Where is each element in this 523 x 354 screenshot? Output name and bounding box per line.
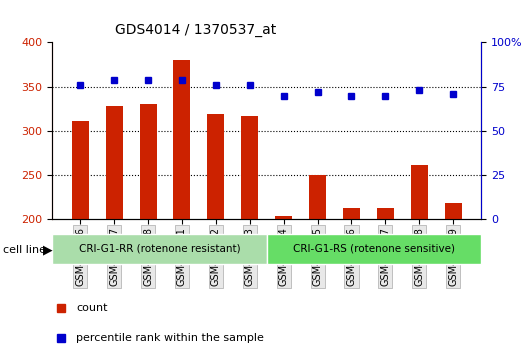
Bar — [106, 106, 123, 219]
Text: count: count — [76, 303, 107, 313]
Bar — [140, 104, 156, 219]
Text: CRI-G1-RR (rotenone resistant): CRI-G1-RR (rotenone resistant) — [78, 244, 241, 254]
Bar — [267, 234, 481, 264]
Text: ▶: ▶ — [43, 244, 52, 257]
Bar — [275, 216, 292, 219]
Bar — [377, 208, 394, 219]
Bar — [208, 114, 224, 219]
Bar — [241, 116, 258, 219]
Bar — [174, 60, 190, 219]
Bar — [445, 202, 462, 219]
Bar — [343, 208, 360, 219]
Bar — [411, 166, 428, 219]
Bar — [52, 234, 267, 264]
Bar — [72, 121, 89, 219]
Text: percentile rank within the sample: percentile rank within the sample — [76, 333, 264, 343]
Text: cell line: cell line — [3, 245, 46, 255]
Text: GDS4014 / 1370537_at: GDS4014 / 1370537_at — [115, 23, 276, 37]
Text: CRI-G1-RS (rotenone sensitive): CRI-G1-RS (rotenone sensitive) — [293, 244, 455, 254]
Bar — [309, 175, 326, 219]
